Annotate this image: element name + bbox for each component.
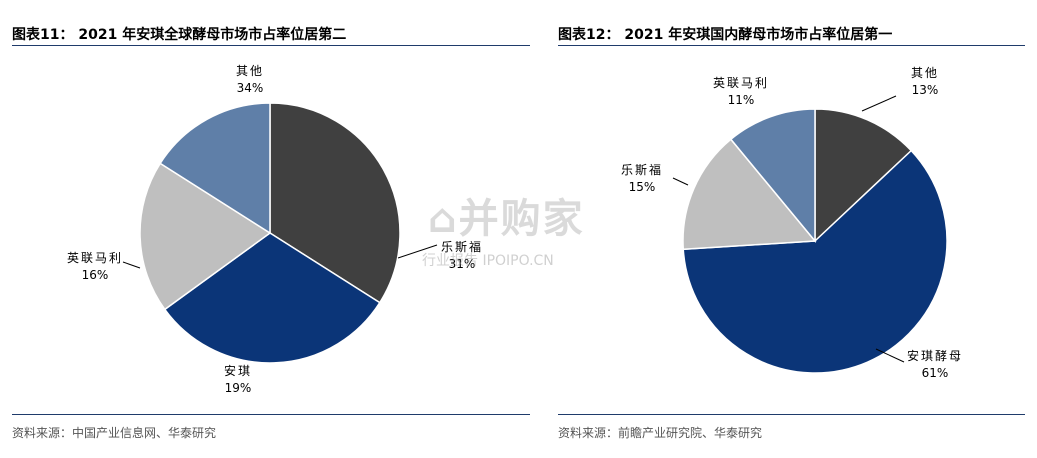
slice-label-2: 安琪 19% [224,363,252,395]
chart-title: 图表12： 2021 年安琪国内酵母市场市占率位居第一 [558,27,893,43]
leader-line-2 [672,177,689,186]
slice-value-label: 11% [728,93,755,107]
slice-value-label: 61% [922,366,949,380]
slice-label-2: 乐斯福 15% [621,162,663,194]
slice-label-0: 其他 13% [911,66,939,97]
pie-slice-0 [814,108,913,243]
slice-label-1: 乐斯福 31% [441,239,483,271]
pie-chart-global: 其他 34% 乐斯福 31% 安琪 19% 英联马利 16% [67,64,483,395]
pie-slice-3 [159,102,271,235]
slice-name-label: 英联马利 [713,76,769,90]
slice-name-label: 安琪酵母 [907,348,963,363]
pie-slice-3 [729,108,816,244]
slice-value-label: 16% [82,268,109,282]
pie-chart-domestic: 其他 13% 安琪酵母 61% 乐斯福 15% 英联马利 11% [621,66,963,380]
leader-line-1 [397,244,438,259]
slice-name-label: 其他 [911,66,939,80]
footer-rule [558,414,1025,415]
chart-source: 资料来源：前瞻产业研究院、华泰研究 [558,426,763,440]
chart-title: 图表11： 2021 年安琪全球酵母市场市占率位居第二 [12,27,347,43]
leader-line-3 [122,261,141,269]
chart-panel-right: 图表12： 2021 年安琪国内酵母市场市占率位居第一 其他 13% 安琪酵母 61%… [548,0,1037,458]
title-rule [12,45,530,46]
slice-value-label: 34% [237,81,264,95]
slice-label-3: 英联马利 11% [713,76,769,107]
footer-rule [12,414,530,415]
chart-source: 资料来源：中国产业信息网、华泰研究 [12,426,217,440]
slice-value-label: 13% [912,83,939,97]
pie-slice-2 [139,162,272,311]
slice-value-label: 31% [449,257,476,271]
slice-name-label: 乐斯福 [441,239,483,254]
leader-line-1 [875,348,905,363]
slice-label-3: 英联马利 16% [67,251,123,282]
slice-value-label: 19% [225,381,252,395]
slice-name-label: 安琪 [224,363,252,378]
pie-slice-1 [682,149,948,374]
slice-name-label: 英联马利 [67,251,123,265]
slice-label-1: 安琪酵母 61% [907,348,963,380]
slice-name-label: 其他 [236,64,264,78]
slice-value-label: 15% [629,180,656,194]
slice-label-0: 其他 34% [236,64,264,95]
pie-slice-2 [682,138,817,251]
leader-line-0 [861,95,897,112]
chart-panel-left: 图表11： 2021 年安琪全球酵母市场市占率位居第二 其他 34% 乐斯福 31% 安… [12,27,530,440]
pie-slice-1 [163,232,381,364]
title-rule [558,45,1025,46]
slice-name-label: 乐斯福 [621,162,663,177]
